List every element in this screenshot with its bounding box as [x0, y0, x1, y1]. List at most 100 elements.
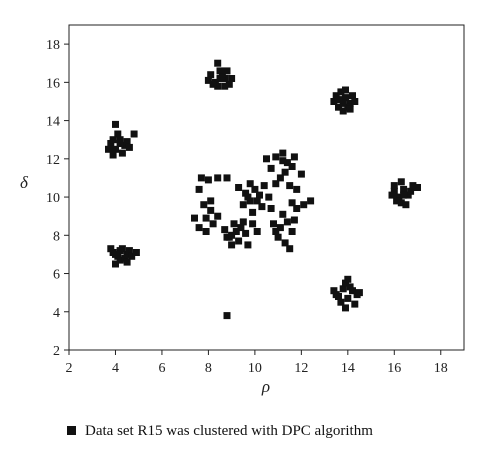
data-point — [274, 233, 282, 241]
data-point — [335, 293, 342, 300]
data-point — [209, 80, 217, 88]
data-point — [244, 241, 252, 249]
data-point — [121, 254, 129, 262]
data-point — [130, 130, 138, 138]
legend: Data set R15 was clustered with DPC algo… — [67, 423, 373, 439]
data-point — [414, 184, 421, 191]
data-point — [267, 205, 275, 212]
data-point — [207, 197, 215, 205]
x-tick-label: 14 — [341, 361, 355, 376]
data-point — [407, 187, 415, 195]
data-point — [214, 82, 222, 90]
data-point — [293, 205, 301, 212]
data-point — [123, 138, 131, 146]
data-point — [388, 191, 396, 199]
data-point — [239, 218, 247, 226]
data-point — [342, 94, 349, 102]
data-point — [116, 136, 124, 144]
data-point — [132, 249, 140, 256]
data-point — [253, 197, 261, 205]
data-point — [346, 283, 354, 291]
y-tick-label: 6 — [53, 268, 60, 283]
x-tick-label: 18 — [434, 361, 448, 376]
data-point — [342, 304, 349, 312]
y-tick-label: 10 — [46, 191, 60, 206]
data-point — [123, 250, 131, 258]
x-axis: 2 4 6 8 10 12 14 16 18 — [66, 350, 448, 376]
y-axis-title: δ — [20, 173, 29, 192]
data-point — [116, 247, 124, 255]
data-point — [339, 99, 347, 107]
data-point — [223, 233, 231, 241]
x-tick-label: 4 — [112, 361, 119, 376]
data-point — [112, 260, 119, 268]
data-point — [335, 96, 342, 104]
data-point — [123, 258, 131, 266]
data-point — [195, 224, 203, 232]
data-point — [390, 187, 398, 195]
data-point — [235, 184, 243, 191]
data-point — [223, 312, 231, 320]
data-point — [290, 216, 298, 224]
data-point — [195, 185, 203, 193]
data-point — [400, 185, 408, 193]
data-point — [221, 226, 229, 234]
data-point — [204, 76, 212, 84]
data-point — [290, 153, 298, 161]
data-point — [204, 176, 212, 184]
data-point — [242, 229, 250, 237]
data-point — [330, 98, 338, 105]
data-point — [344, 294, 352, 302]
data-point — [216, 75, 224, 82]
data-point — [214, 59, 222, 67]
data-point — [258, 203, 266, 211]
data-points — [105, 59, 421, 320]
data-point — [279, 210, 287, 218]
data-point — [214, 212, 222, 220]
data-point — [207, 71, 215, 79]
data-point — [237, 224, 245, 232]
data-point — [125, 143, 133, 151]
data-point — [349, 92, 356, 100]
data-point — [191, 214, 198, 222]
data-point — [400, 191, 408, 199]
data-point — [351, 300, 359, 308]
data-point — [253, 228, 261, 235]
data-point — [114, 130, 122, 138]
data-point — [397, 178, 405, 186]
data-point — [232, 228, 240, 235]
data-point — [402, 201, 410, 209]
data-point — [112, 120, 119, 128]
data-point — [118, 149, 126, 157]
data-point — [107, 245, 115, 253]
data-point — [251, 185, 259, 193]
data-point — [207, 206, 215, 214]
data-point — [355, 289, 363, 297]
data-point — [346, 105, 354, 113]
data-point — [202, 214, 210, 222]
data-point — [116, 256, 124, 264]
data-point — [288, 228, 296, 235]
data-point — [307, 197, 315, 205]
data-point — [244, 193, 252, 201]
data-point — [228, 241, 236, 249]
y-tick-label: 8 — [53, 229, 60, 244]
data-point — [228, 75, 236, 82]
data-point — [279, 149, 287, 157]
data-point — [216, 67, 224, 75]
data-point — [246, 197, 254, 205]
y-tick-label: 2 — [53, 344, 60, 359]
y-tick-label: 12 — [46, 153, 60, 168]
data-point — [242, 189, 250, 197]
plot-frame — [68, 24, 465, 351]
data-point — [404, 191, 412, 199]
data-point — [332, 92, 340, 100]
data-point — [263, 155, 270, 163]
data-point — [390, 182, 398, 190]
legend-label: Data set R15 was clustered with DPC algo… — [85, 423, 373, 439]
data-point — [112, 145, 119, 153]
data-point — [249, 208, 257, 216]
data-point — [339, 107, 347, 115]
data-point — [337, 88, 345, 96]
